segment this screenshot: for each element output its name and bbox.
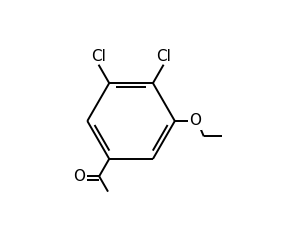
Text: O: O bbox=[74, 169, 86, 184]
Text: Cl: Cl bbox=[91, 48, 106, 63]
Text: O: O bbox=[189, 113, 201, 129]
Text: Cl: Cl bbox=[156, 48, 171, 63]
